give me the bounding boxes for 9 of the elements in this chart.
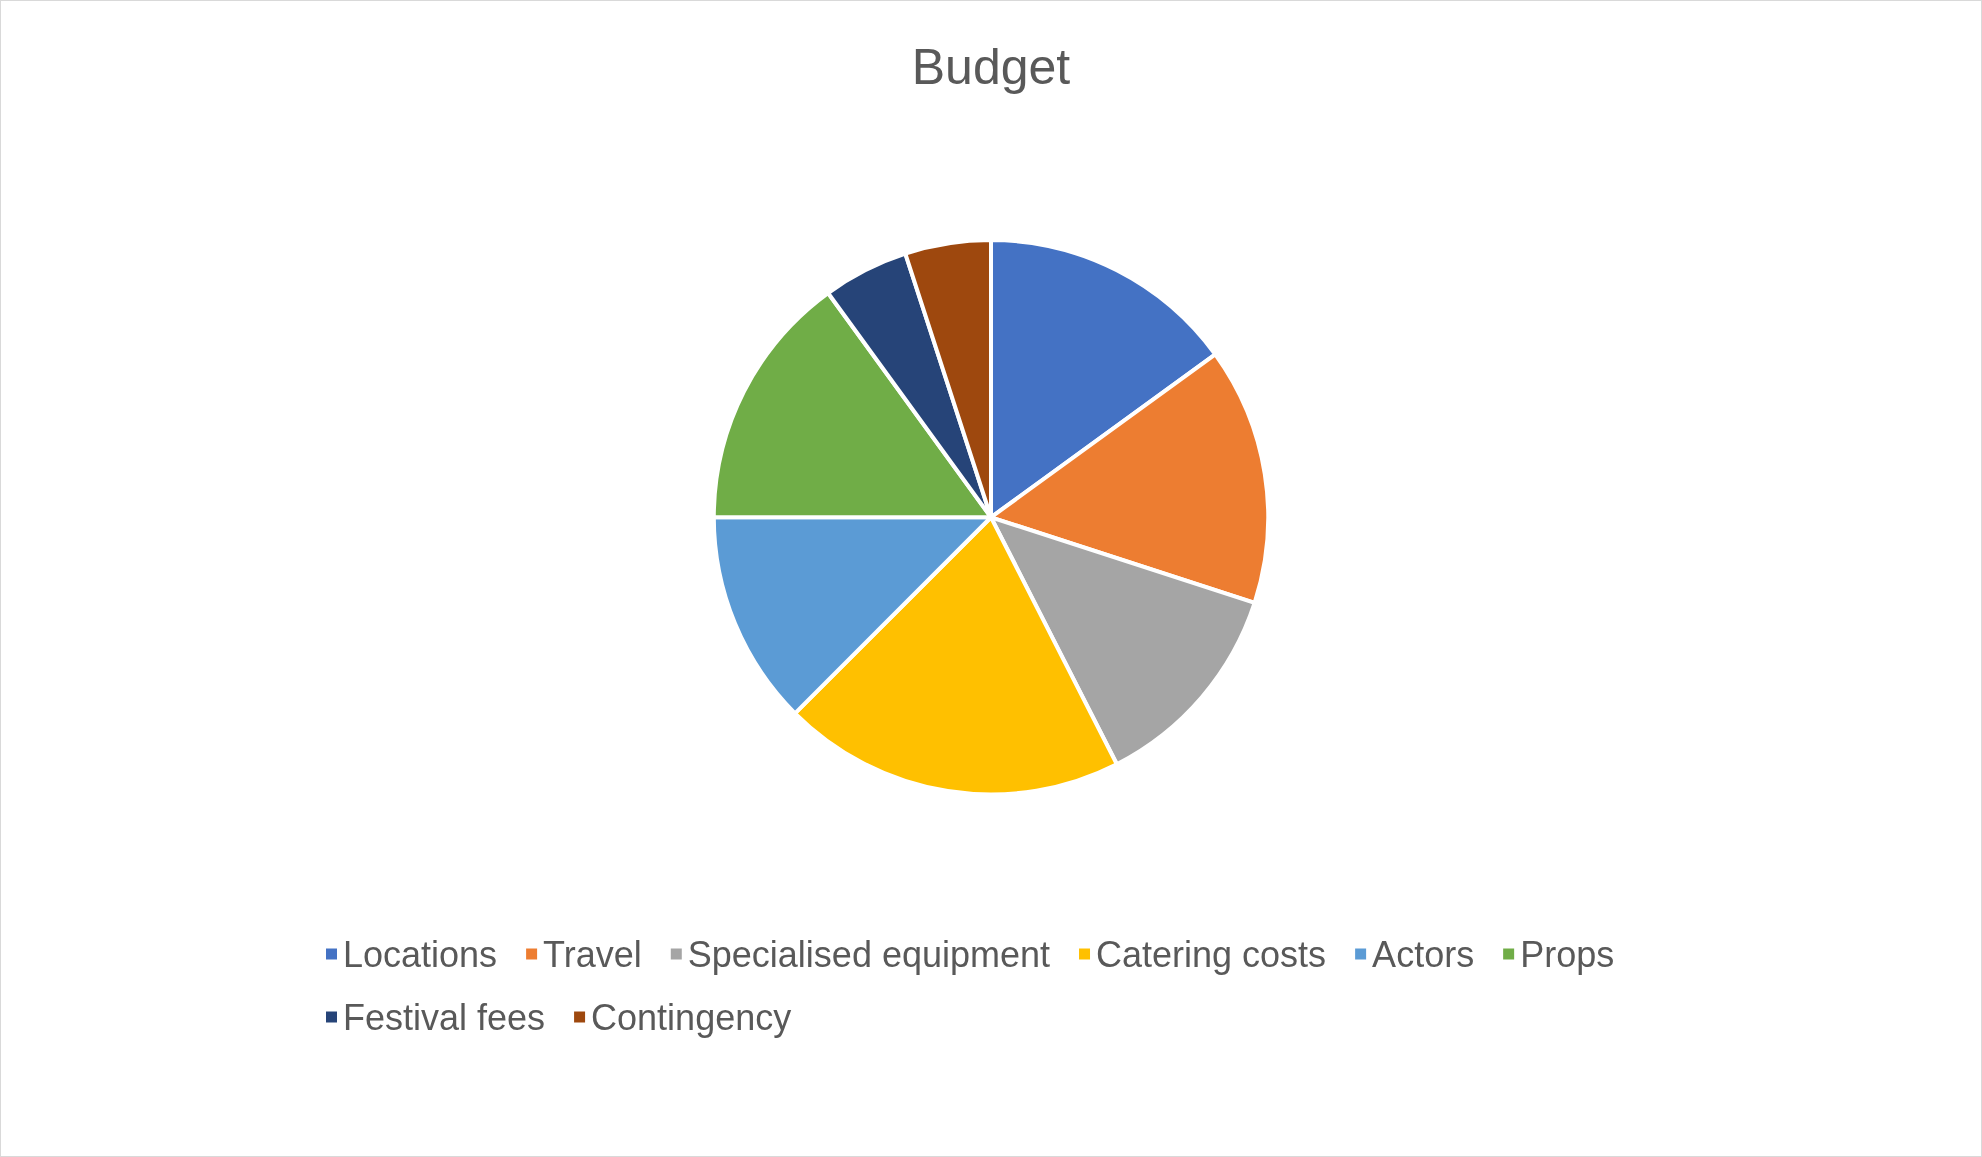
chart-title: Budget [911,39,1071,95]
legend-label: Contingency [591,996,792,1038]
legend-label: Locations [343,933,498,975]
legend-label: Specialised equipment [687,933,1051,975]
legend-label: Actors [1372,933,1475,975]
legend-label: Props [1520,933,1615,975]
legend-label: Catering costs [1096,933,1327,975]
legend-label: Travel [543,933,642,975]
legend-label: Festival fees [343,996,546,1038]
